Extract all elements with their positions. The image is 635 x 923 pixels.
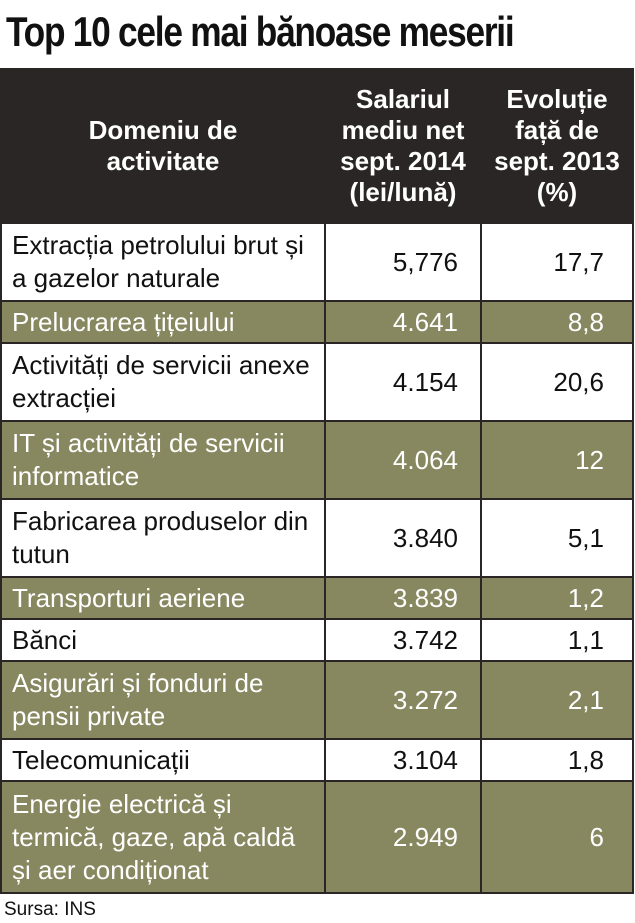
source-note: Sursa: INS: [4, 899, 96, 920]
salary-cell: 3.840: [324, 498, 482, 578]
column-header-evolution: Evoluție față de sept. 2013 (%): [480, 68, 634, 224]
domain-cell: Transporturi aeriene: [0, 576, 326, 620]
domain-cell: Energie electrică și termică, gaze, apă …: [0, 780, 326, 894]
salary-cell: 3.742: [324, 618, 482, 662]
column-header-domain: Domeniu de activitate: [0, 68, 326, 224]
domain-cell: Prelucrarea țițeiului: [0, 300, 326, 344]
column-header-salary: Salariul mediu net sept. 2014 (lei/lună): [324, 68, 482, 224]
table-row: Bănci 3.742 1,1: [0, 618, 634, 662]
salary-cell: 3.104: [324, 738, 482, 782]
evolution-cell: 2,1: [480, 660, 634, 740]
salary-cell: 4.064: [324, 420, 482, 500]
evolution-cell: 17,7: [480, 222, 634, 302]
table-row: Transporturi aeriene 3.839 1,2: [0, 576, 634, 620]
salary-cell: 2.949: [324, 780, 482, 894]
table-row: Telecomunicații 3.104 1,8: [0, 738, 634, 782]
domain-cell: IT și activități de servicii informatice: [0, 420, 326, 500]
header-row: Domeniu de activitate Salariul mediu net…: [0, 68, 634, 224]
domain-cell: Activități de servicii anexe extracției: [0, 342, 326, 422]
table-title: Top 10 cele mai bănoase meserii: [6, 8, 515, 55]
salary-cell: 3.839: [324, 576, 482, 620]
evolution-cell: 8,8: [480, 300, 634, 344]
salary-cell: 5,776: [324, 222, 482, 302]
evolution-cell: 1,2: [480, 576, 634, 620]
table-row: Activități de servicii anexe extracției …: [0, 342, 634, 422]
table-row: Prelucrarea țițeiului 4.641 8,8: [0, 300, 634, 344]
evolution-cell: 1,1: [480, 618, 634, 662]
salary-cell: 4.154: [324, 342, 482, 422]
table-row: Asigurări și fonduri de pensii private 3…: [0, 660, 634, 740]
salary-table: Domeniu de activitate Salariul mediu net…: [0, 68, 634, 894]
domain-cell: Telecomunicații: [0, 738, 326, 782]
table-row: Extracția petrolului brut și a gazelor n…: [0, 222, 634, 302]
evolution-cell: 20,6: [480, 342, 634, 422]
salary-cell: 4.641: [324, 300, 482, 344]
evolution-cell: 5,1: [480, 498, 634, 578]
table-row: Energie electrică și termică, gaze, apă …: [0, 780, 634, 894]
domain-cell: Extracția petrolului brut și a gazelor n…: [0, 222, 326, 302]
domain-cell: Asigurări și fonduri de pensii private: [0, 660, 326, 740]
table-row: Fabricarea produselor din tutun 3.840 5,…: [0, 498, 634, 578]
evolution-cell: 12: [480, 420, 634, 500]
table-row: IT și activități de servicii informatice…: [0, 420, 634, 500]
domain-cell: Fabricarea produselor din tutun: [0, 498, 326, 578]
evolution-cell: 1,8: [480, 738, 634, 782]
salary-cell: 3.272: [324, 660, 482, 740]
evolution-cell: 6: [480, 780, 634, 894]
domain-cell: Bănci: [0, 618, 326, 662]
